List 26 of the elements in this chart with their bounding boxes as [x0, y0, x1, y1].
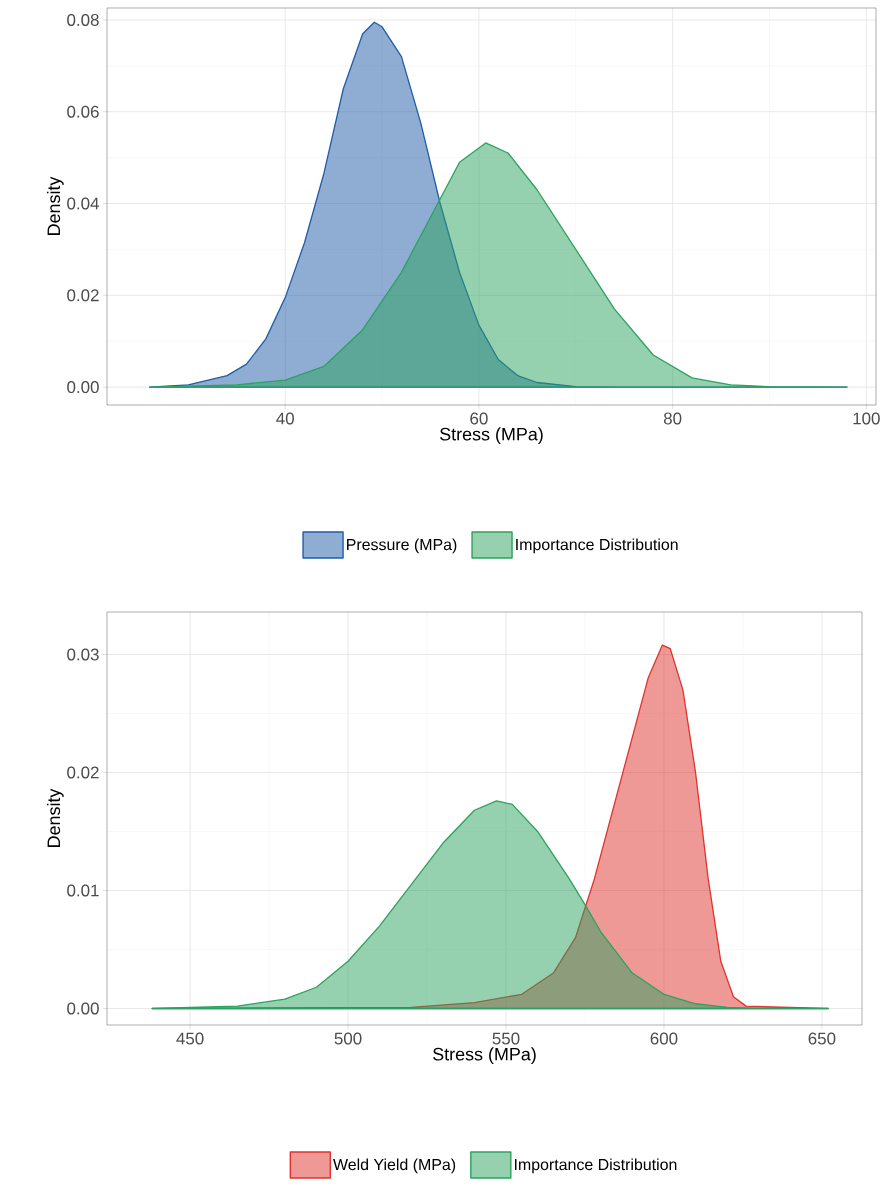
x-axis-title: Stress (MPa)	[440, 427, 543, 445]
x-tick-label: 550	[492, 1032, 520, 1045]
y-tick-label: 0.01	[67, 884, 99, 897]
legend-label: Importance Distribution	[516, 538, 678, 554]
y-tick-label: 0.08	[67, 13, 99, 26]
y-tick-label: 0.03	[67, 648, 99, 661]
x-tick-label: 80	[663, 412, 682, 425]
y-tick-label: 0.00	[67, 381, 99, 394]
x-tick-label: 60	[470, 412, 488, 425]
legend-label: Pressure (MPa)	[347, 538, 457, 554]
y-tick-label: 0.06	[67, 105, 99, 118]
legend-label: Importance Distribution	[514, 1158, 677, 1174]
x-tick-label: 40	[276, 412, 294, 425]
y-tick-label: 0.00	[67, 1002, 99, 1015]
x-tick-label: 500	[334, 1032, 362, 1045]
legend-label: Weld Yield (MPa)	[333, 1158, 456, 1174]
x-tick-label: 450	[176, 1032, 204, 1045]
y-axis-title: Density	[46, 176, 64, 235]
y-axis-title: Density	[46, 788, 64, 847]
x-tick-label: 650	[808, 1032, 836, 1045]
x-tick-label: 600	[650, 1032, 678, 1045]
x-axis-title: Stress (MPa)	[433, 1047, 536, 1065]
y-tick-label: 0.04	[67, 197, 99, 210]
y-tick-label: 0.02	[67, 289, 99, 302]
x-tick-label: 100	[853, 412, 880, 425]
y-tick-label: 0.02	[67, 766, 99, 779]
